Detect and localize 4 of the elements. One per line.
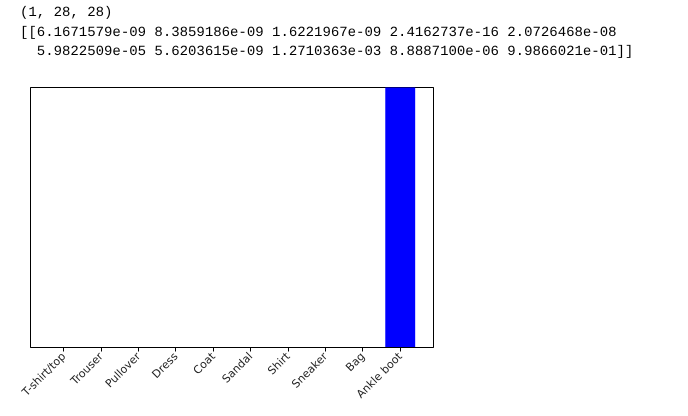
x-tick-label: Bag <box>343 350 368 374</box>
text: (1, 28, 28) <box>20 4 114 23</box>
text: 5.9822509e-05 5.6203615e-09 1.2710363e-03 8.8887100e-06 9.9866021e-01]] <box>36 43 634 62</box>
text: [[6.1671579e-09 8.3859186e-09 1.6221967e-09 2.4162737e-16 2.0726468e-08 <box>20 24 618 42</box>
